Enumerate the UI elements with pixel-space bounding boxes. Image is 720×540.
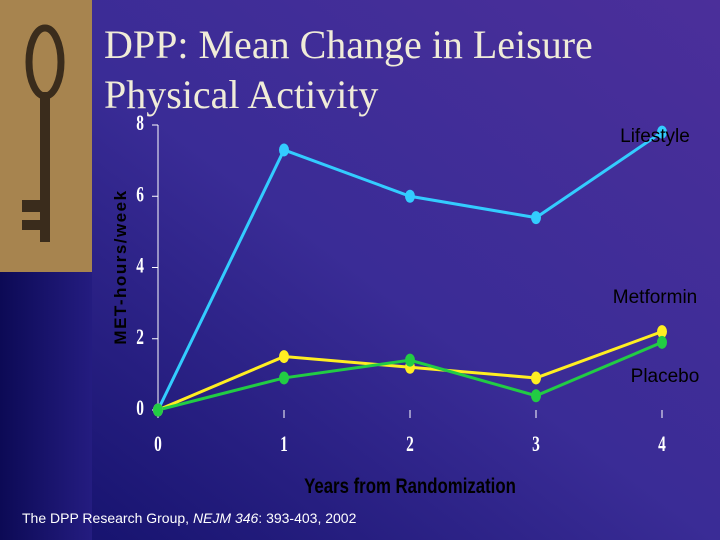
key-photo xyxy=(0,0,92,272)
data-point xyxy=(279,350,289,364)
source-journal: NEJM 346 xyxy=(193,510,259,526)
legend-label: Lifestyle xyxy=(620,126,690,147)
y-axis-label: MET-hours/week xyxy=(111,189,130,344)
data-point xyxy=(531,371,541,385)
data-point xyxy=(531,211,541,225)
title-line: DPP: Mean Change in Leisure xyxy=(104,22,593,67)
data-point xyxy=(279,371,289,385)
data-point xyxy=(531,389,541,403)
y-tick-label: 2 xyxy=(136,325,144,349)
y-tick-label: 8 xyxy=(136,112,144,136)
source-text: : 393-403, 2002 xyxy=(258,510,356,526)
data-point xyxy=(657,325,667,339)
legend-label: Placebo xyxy=(631,366,700,387)
data-point xyxy=(153,403,163,417)
x-tick-label: 2 xyxy=(406,433,414,457)
y-tick-label: 4 xyxy=(136,254,144,278)
data-point xyxy=(657,125,667,139)
title-line: Physical Activity xyxy=(104,72,378,117)
data-point xyxy=(405,353,415,367)
data-point xyxy=(657,335,667,349)
x-tick-label: 3 xyxy=(532,433,540,457)
source-text: The DPP Research Group, xyxy=(22,510,193,526)
x-tick-label: 0 xyxy=(154,433,162,457)
y-tick-label: 6 xyxy=(136,183,144,207)
x-tick-label: 4 xyxy=(658,433,666,457)
x-tick-label: 1 xyxy=(280,433,288,457)
source: The DPP Research Group, NEJM 346: 393-40… xyxy=(22,510,357,526)
legend-label: Metformin xyxy=(613,287,697,308)
y-tick-label: 0 xyxy=(136,397,144,421)
x-axis-label: Years from Randomization xyxy=(304,475,516,498)
data-point xyxy=(279,143,289,157)
data-point xyxy=(405,189,415,203)
